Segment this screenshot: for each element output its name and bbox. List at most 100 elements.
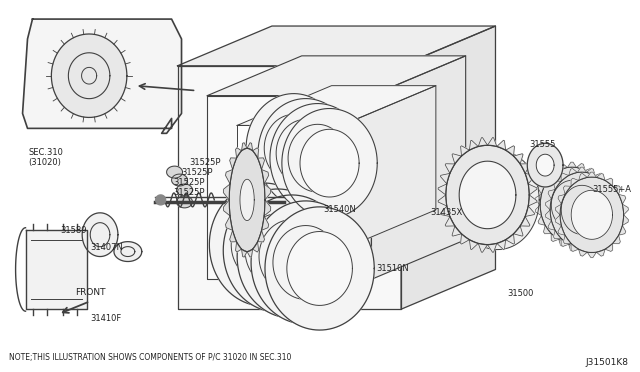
Polygon shape [561, 185, 603, 234]
Polygon shape [172, 174, 188, 186]
Polygon shape [619, 195, 626, 204]
Polygon shape [456, 150, 539, 250]
Polygon shape [440, 206, 450, 217]
Polygon shape [459, 161, 516, 229]
Polygon shape [469, 140, 478, 150]
Polygon shape [554, 230, 561, 239]
Polygon shape [622, 204, 628, 215]
Polygon shape [595, 173, 603, 181]
Text: 31555: 31555 [529, 140, 556, 149]
Polygon shape [525, 173, 534, 184]
Polygon shape [438, 184, 447, 195]
Polygon shape [568, 242, 577, 248]
Polygon shape [401, 26, 495, 309]
Polygon shape [461, 234, 469, 244]
Polygon shape [177, 184, 193, 196]
Text: 31435X: 31435X [430, 208, 462, 217]
Polygon shape [166, 166, 182, 178]
Polygon shape [207, 56, 466, 96]
Polygon shape [602, 205, 609, 215]
Polygon shape [207, 96, 371, 279]
Text: 31540N: 31540N [324, 205, 356, 214]
Text: 31525P: 31525P [189, 158, 221, 167]
Polygon shape [571, 190, 612, 239]
Polygon shape [569, 244, 577, 251]
Text: NOTE;THIS ILLUSTRATION SHOWS COMPONENTS OF P/C 31020 IN SEC.310: NOTE;THIS ILLUSTRATION SHOWS COMPONENTS … [9, 353, 291, 362]
Polygon shape [506, 234, 515, 244]
Text: 31525P: 31525P [173, 188, 205, 197]
Polygon shape [563, 186, 571, 195]
Polygon shape [536, 154, 554, 176]
Polygon shape [438, 195, 447, 206]
Text: 31555+A: 31555+A [592, 185, 631, 194]
Polygon shape [452, 154, 461, 164]
Polygon shape [622, 215, 628, 225]
Polygon shape [551, 180, 593, 230]
Polygon shape [609, 221, 616, 230]
Polygon shape [561, 238, 569, 246]
Polygon shape [230, 158, 237, 170]
Polygon shape [571, 178, 579, 186]
Text: FRONT: FRONT [76, 288, 106, 297]
Polygon shape [371, 56, 466, 279]
Polygon shape [258, 230, 264, 242]
Polygon shape [528, 195, 537, 206]
Polygon shape [556, 204, 561, 215]
Polygon shape [156, 195, 166, 205]
Polygon shape [225, 170, 232, 184]
Polygon shape [452, 226, 461, 236]
Polygon shape [548, 189, 555, 199]
Polygon shape [609, 189, 616, 199]
Polygon shape [543, 225, 551, 234]
Polygon shape [445, 217, 455, 226]
Polygon shape [287, 231, 353, 305]
Polygon shape [265, 207, 374, 330]
Polygon shape [538, 185, 545, 194]
Polygon shape [612, 199, 618, 210]
Polygon shape [558, 225, 565, 235]
Polygon shape [262, 170, 269, 184]
Polygon shape [525, 206, 534, 217]
Polygon shape [605, 243, 612, 251]
Polygon shape [262, 216, 269, 230]
Polygon shape [241, 249, 247, 257]
Polygon shape [229, 148, 265, 251]
Polygon shape [593, 225, 600, 234]
Polygon shape [579, 173, 588, 180]
Polygon shape [543, 176, 551, 185]
Polygon shape [237, 125, 342, 250]
Polygon shape [26, 230, 87, 309]
Polygon shape [545, 199, 552, 210]
Polygon shape [276, 119, 335, 187]
Polygon shape [612, 186, 620, 195]
Polygon shape [177, 26, 495, 66]
Polygon shape [540, 167, 604, 243]
Polygon shape [236, 148, 241, 158]
Polygon shape [551, 233, 559, 241]
Polygon shape [469, 240, 478, 250]
Polygon shape [528, 184, 537, 195]
Polygon shape [559, 164, 568, 170]
Polygon shape [551, 168, 559, 176]
Polygon shape [82, 213, 118, 257]
Polygon shape [599, 215, 606, 225]
Polygon shape [595, 238, 603, 246]
Polygon shape [245, 214, 310, 288]
Polygon shape [225, 216, 232, 230]
Polygon shape [478, 138, 488, 147]
Polygon shape [246, 94, 342, 203]
Polygon shape [488, 138, 497, 147]
Polygon shape [177, 66, 401, 309]
Polygon shape [273, 225, 339, 299]
Text: J31501K8: J31501K8 [586, 358, 628, 367]
Polygon shape [258, 158, 264, 170]
Polygon shape [223, 189, 333, 312]
Polygon shape [300, 129, 359, 197]
Polygon shape [264, 114, 323, 182]
Polygon shape [247, 249, 253, 257]
Polygon shape [223, 200, 230, 216]
Polygon shape [559, 239, 568, 246]
Polygon shape [231, 208, 297, 282]
Polygon shape [586, 169, 595, 176]
Polygon shape [264, 200, 271, 216]
